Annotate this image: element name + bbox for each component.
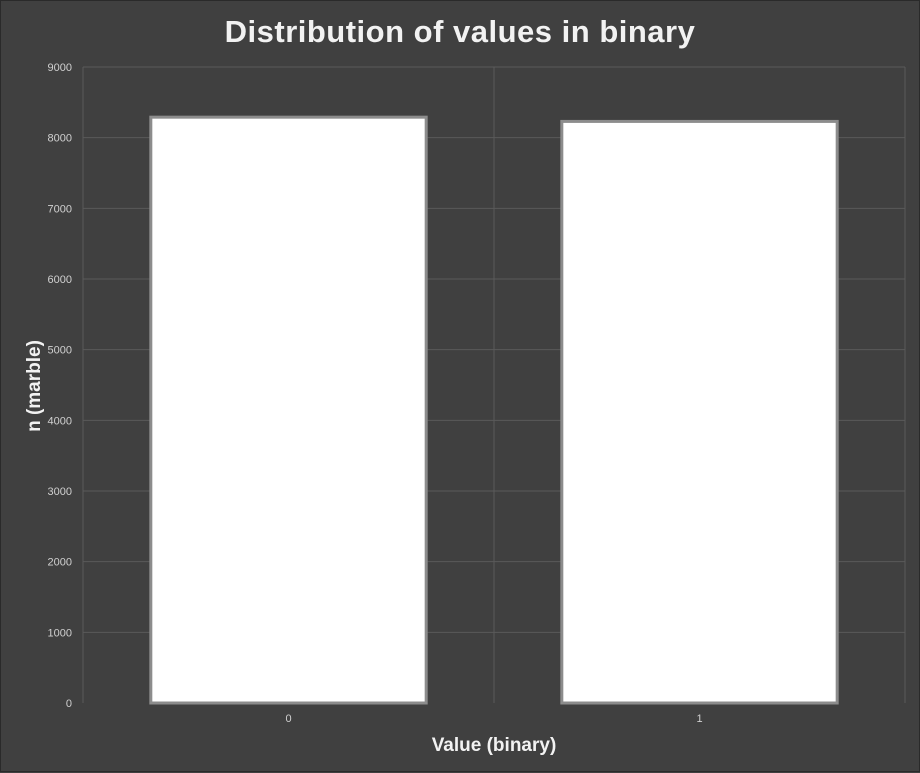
bar-0: [149, 115, 428, 705]
y-axis-title: n (marble): [24, 340, 45, 432]
x-tick-label: 1: [696, 713, 702, 725]
y-tick-label: 6000: [48, 274, 72, 286]
chart-title: Distribution of values in binary: [225, 14, 696, 49]
y-tick-label: 5000: [48, 345, 72, 357]
bars: [149, 115, 839, 705]
y-tick-label: 0: [66, 698, 72, 710]
y-axis-ticks: 0 1000 2000 3000 4000 5000 6000 7000 8000 9000: [48, 62, 72, 710]
bar-1: [560, 119, 839, 705]
x-axis-title: Value (binary): [432, 735, 557, 756]
y-tick-label: 1000: [48, 627, 72, 639]
y-tick-label: 7000: [48, 203, 72, 215]
y-tick-label: 3000: [48, 486, 72, 498]
y-tick-label: 8000: [48, 133, 72, 145]
y-tick-label: 2000: [48, 557, 72, 569]
y-tick-label: 4000: [48, 415, 72, 427]
x-tick-label: 0: [285, 713, 291, 725]
y-tick-label: 9000: [48, 62, 72, 74]
